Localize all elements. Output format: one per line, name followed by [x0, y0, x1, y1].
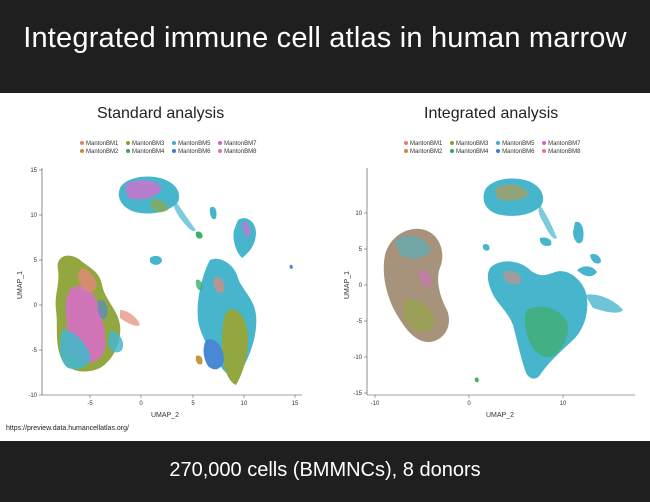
x-tick-label: 0: [467, 401, 471, 407]
legend-item: MantonBM6: [172, 148, 210, 156]
legend-item: MantonBM3: [126, 140, 164, 148]
integrated-analysis-title: Integrated analysis: [424, 105, 559, 122]
legend-dot-bm1: [404, 141, 408, 146]
legend-dot-bm8: [542, 149, 547, 154]
y-tick-label: 10: [355, 211, 362, 217]
y-tick-label: 0: [359, 283, 363, 289]
standard-umap-plot: 15 10 5 0 -5 -10 -5 0 5 10 15 UMAP_2 UMA…: [17, 168, 302, 419]
y-axis-label: UMAP_1: [344, 271, 351, 299]
legend-dot-bm3: [126, 141, 131, 146]
title-bar: Integrated immune cell atlas in human ma…: [0, 0, 650, 93]
x-tick-label: 0: [139, 401, 143, 407]
legend-item: MantonBM7: [218, 140, 256, 148]
y-tick-label: -15: [353, 391, 362, 397]
legend-dot-bm1: [80, 141, 84, 146]
integrated-umap-plot: 10 5 0 -5 -10 -15 -10 0 10 UMAP_2 UMAP_1: [344, 168, 635, 419]
legend-item: MantonBM1: [404, 140, 442, 148]
legend-item: MantonBM7: [542, 140, 580, 148]
legend-item: MantonBM2: [404, 148, 442, 156]
y-axis-label: UMAP_1: [17, 271, 24, 299]
legend-dot-bm4: [450, 149, 455, 154]
source-url[interactable]: https://preview.data.humancellatlas.org/: [6, 425, 129, 432]
legend-dot-bm2: [80, 149, 84, 154]
x-tick-label: 10: [560, 401, 567, 407]
legend-item: MantonBM8: [542, 148, 580, 156]
x-tick-label: -10: [371, 401, 380, 407]
x-tick-label: 10: [241, 401, 248, 407]
legend-item: MantonBM3: [450, 140, 488, 148]
y-tick-label: -10: [353, 355, 362, 361]
legend-item: MantonBM5: [172, 140, 210, 148]
y-tick-label: 0: [34, 303, 38, 309]
legend-dot-bm2: [404, 149, 408, 154]
x-tick-label: 15: [292, 401, 299, 407]
legend-dot-bm5: [496, 141, 501, 146]
legend-item: MantonBM5: [496, 140, 534, 148]
x-axis-label: UMAP_2: [486, 412, 514, 419]
legend-dot-bm7: [542, 141, 547, 146]
slide-title: Integrated immune cell atlas in human ma…: [23, 22, 627, 54]
y-tick-label: -5: [32, 348, 38, 354]
legend-dot-bm5: [172, 141, 177, 146]
legend-dot-bm4: [126, 149, 131, 154]
legend-item: MantonBM4: [126, 148, 164, 156]
x-axis-label: UMAP_2: [151, 412, 179, 419]
footer-caption: 270,000 cells (BMMNCs), 8 donors: [169, 459, 481, 481]
integrated-legend: MantonBM1 MantonBM3 MantonBM5 MantonBM7 …: [404, 140, 586, 156]
y-tick-label: 10: [30, 213, 37, 219]
legend-item: MantonBM2: [80, 148, 118, 156]
x-tick-label: 5: [191, 401, 195, 407]
legend-dot-bm7: [218, 141, 223, 146]
standard-legend: MantonBM1 MantonBM3 MantonBM5 MantonBM7 …: [80, 140, 262, 156]
x-tick-label: -5: [87, 401, 93, 407]
legend-item: MantonBM6: [496, 148, 534, 156]
legend-item: MantonBM1: [80, 140, 118, 148]
y-tick-label: 5: [359, 247, 363, 253]
umap-clusters: [55, 176, 293, 385]
footer-bar: 270,000 cells (BMMNCs), 8 donors: [0, 441, 650, 502]
standard-analysis-title: Standard analysis: [97, 105, 225, 122]
legend-dot-bm6: [496, 149, 501, 154]
legend-dot-bm3: [450, 141, 455, 146]
y-tick-label: -5: [357, 319, 363, 325]
legend-item: MantonBM8: [218, 148, 256, 156]
legend-dot-bm6: [172, 149, 177, 154]
y-tick-label: 5: [34, 258, 38, 264]
y-tick-label: -10: [28, 393, 37, 399]
umap-clusters: [383, 178, 623, 383]
legend-dot-bm8: [218, 149, 223, 154]
legend-item: MantonBM4: [450, 148, 488, 156]
y-tick-label: 15: [30, 168, 37, 174]
